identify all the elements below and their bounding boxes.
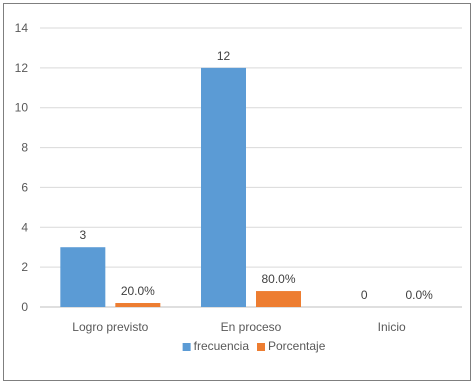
bar-frecuencia-1 bbox=[201, 67, 246, 307]
category-label: Logro previsto bbox=[72, 320, 148, 334]
y-tick-label: 2 bbox=[21, 260, 28, 274]
y-tick-label: 0 bbox=[21, 300, 28, 314]
legend-swatch-porcentaje bbox=[257, 343, 265, 351]
legend: frecuencia Porcentaje bbox=[182, 339, 326, 353]
y-tick-label: 12 bbox=[15, 61, 29, 75]
data-label-porcentaje-2: 0.0% bbox=[405, 288, 433, 302]
y-tick-label: 14 bbox=[15, 21, 29, 35]
data-label-porcentaje-0: 20.0% bbox=[121, 284, 155, 298]
bar-frecuencia-0 bbox=[60, 247, 106, 307]
data-labels: 3 20.0% 12 80.0% 0 0.0% bbox=[79, 49, 433, 302]
bar-porcentaje-0 bbox=[115, 303, 161, 307]
data-label-frecuencia-0: 3 bbox=[79, 228, 86, 242]
x-axis-categories: Logro previsto En proceso Inicio bbox=[72, 320, 406, 334]
data-label-frecuencia-2: 0 bbox=[361, 288, 368, 302]
bar-porcentaje-1 bbox=[256, 291, 301, 307]
y-tick-label: 4 bbox=[21, 220, 28, 234]
y-tick-label: 8 bbox=[21, 141, 28, 155]
y-tick-label: 10 bbox=[15, 101, 29, 115]
data-label-frecuencia-1: 12 bbox=[217, 49, 231, 63]
legend-swatch-frecuencia bbox=[182, 343, 191, 351]
y-tick-label: 6 bbox=[21, 180, 28, 194]
y-axis-ticks: 0 2 4 6 8 10 12 14 bbox=[15, 21, 29, 314]
gridlines bbox=[40, 27, 462, 308]
legend-label-porcentaje: Porcentaje bbox=[268, 339, 326, 353]
bars bbox=[60, 67, 301, 307]
category-label: En proceso bbox=[221, 320, 282, 334]
data-label-porcentaje-1: 80.0% bbox=[261, 272, 295, 286]
legend-label-frecuencia: frecuencia bbox=[194, 339, 250, 353]
category-label: Inicio bbox=[378, 320, 406, 334]
